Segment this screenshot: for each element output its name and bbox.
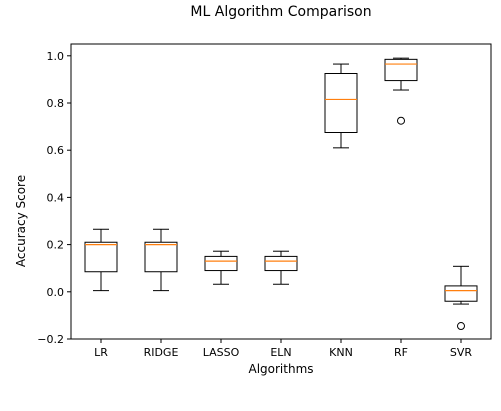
y-tick-label: 1.0	[47, 50, 65, 63]
x-tick-label: LASSO	[203, 346, 240, 359]
box-rf	[384, 58, 418, 82]
box-lasso	[204, 255, 238, 272]
x-tick-label: KNN	[329, 346, 353, 359]
x-tick-label: RIDGE	[144, 346, 179, 359]
plot-frame	[70, 43, 492, 340]
y-tick-label: 0.6	[47, 144, 65, 157]
y-tick-label: 0.2	[47, 239, 65, 252]
y-tick-label: 0.0	[47, 286, 65, 299]
box-lr	[84, 241, 118, 273]
outlier-point	[397, 116, 405, 125]
y-tick-label: −0.2	[37, 333, 64, 346]
x-tick-label: LR	[94, 346, 108, 359]
box-ridge	[144, 241, 178, 273]
box-svr	[444, 285, 478, 302]
box-knn	[324, 73, 358, 133]
y-axis-label: Accuracy Score	[14, 175, 28, 267]
outlier-point	[457, 322, 465, 331]
box-eln	[264, 255, 298, 272]
x-axis-label: Algorithms	[248, 362, 313, 376]
x-tick-label: RF	[394, 346, 408, 359]
x-tick-label: SVR	[450, 346, 473, 359]
x-tick-label: ELN	[270, 346, 291, 359]
chart-title: ML Algorithm Comparison	[190, 4, 371, 20]
y-tick-label: 0.4	[47, 191, 65, 204]
y-tick-label: 0.8	[47, 97, 65, 110]
